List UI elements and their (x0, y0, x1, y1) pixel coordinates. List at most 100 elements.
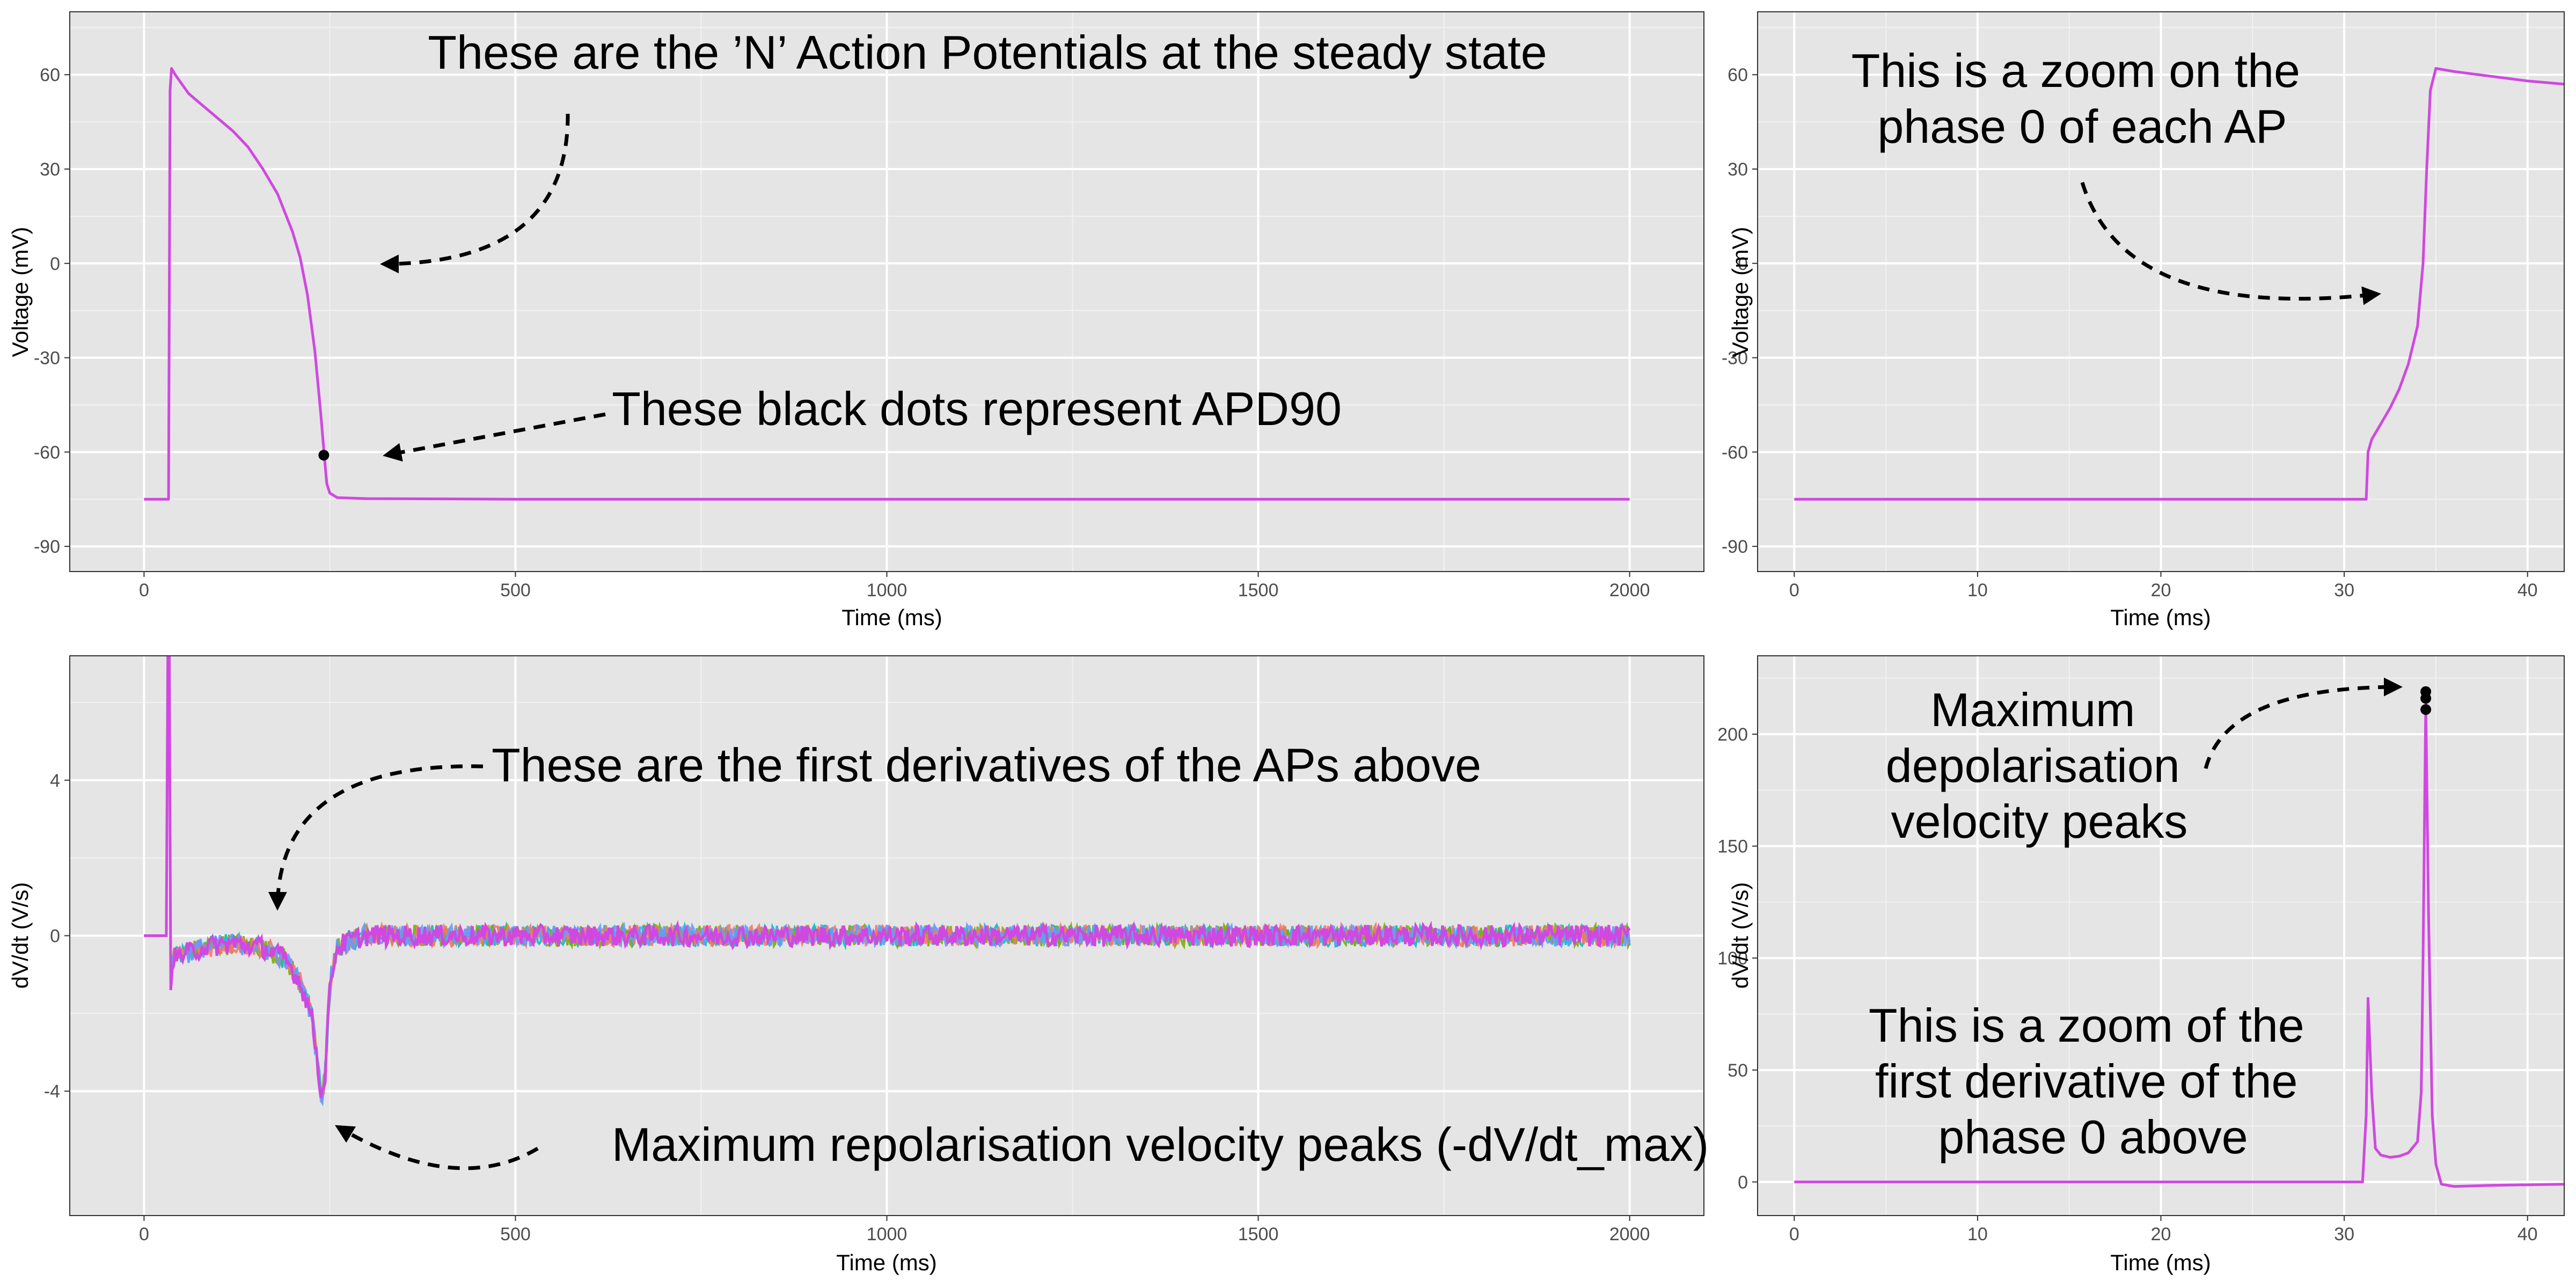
series-line (144, 656, 1631, 1099)
data-point-marker (318, 450, 330, 461)
arrow-apd90 (383, 412, 606, 462)
x-tick-label: 1000 (867, 1224, 908, 1245)
x-tick-label: 1000 (867, 580, 908, 601)
x-tick-label: 500 (500, 580, 531, 601)
annotation-line: depolarisation (1886, 739, 2180, 792)
x-axis-title: Time (ms) (2110, 1250, 2211, 1275)
x-axis-title: Time (ms) (2110, 605, 2211, 630)
annotation-zoom-derivative: This is a zoom of the first derivative o… (1869, 999, 2317, 1163)
arrow-zoom-phase0 (2080, 181, 2381, 305)
x-axis-title: Time (ms) (841, 605, 942, 630)
y-tick-label: 0 (1738, 1172, 1748, 1192)
y-tick-label: 30 (40, 159, 60, 180)
annotation-depolarisation-peaks: Maximum depolarisation velocity peaks (1886, 683, 2193, 848)
y-axis-title: dV/dt (V/s) (1728, 882, 1753, 989)
ap-full-panel: 0 500 1000 1500 2000 -90 -60 -30 0 30 60 Time (ms… (8, 11, 1704, 630)
x-tick-label: 10 (1967, 580, 1988, 601)
x-tick-label: 2000 (1609, 1224, 1650, 1245)
y-tick-label: -30 (34, 348, 60, 369)
y-tick-label: 100 (1717, 948, 1748, 969)
y-tick-label: 60 (40, 65, 60, 85)
x-tick-label: 1500 (1238, 1224, 1279, 1245)
grid (1758, 656, 2564, 1216)
annotation-line: These black dots represent APD90 (612, 382, 1342, 435)
y-tick-label: -90 (1722, 537, 1748, 557)
annotation-line: These are the ’N’ Action Potentials at t… (428, 26, 1547, 79)
annotation-first-derivatives: These are the first derivatives of the A… (492, 738, 1481, 792)
markers-group (318, 450, 330, 461)
y-tick-label: -4 (44, 1081, 60, 1102)
series-line (1794, 699, 2564, 1188)
arrow-steady-state (380, 113, 570, 274)
annotation-line: Maximum (1930, 683, 2135, 736)
y-tick-label: 0 (1738, 254, 1748, 274)
y-tick-label: 30 (1728, 159, 1748, 180)
x-tick-label: 0 (139, 1224, 149, 1245)
y-axis-title: dV/dt (V/s) (8, 882, 33, 989)
annotation-line: This is a zoom of the (1869, 999, 2304, 1052)
y-tick-label: -30 (1722, 348, 1748, 369)
y-ticks: -4 0 4 (44, 771, 70, 1102)
plot-border (69, 11, 1704, 572)
y-axis-title: Voltage (mV) (1728, 227, 1753, 357)
annotation-line: This is a zoom on the (1851, 44, 2300, 97)
annotation-apd90: These black dots represent APD90 (612, 382, 1342, 435)
ap-zoom-panel: 0 10 20 30 40 -90 -60 -30 0 30 60 Time (ms) Volta… (1722, 11, 2565, 630)
annotation-line: phase 0 of each AP (1877, 100, 2287, 153)
series-group (1794, 67, 2564, 501)
annotation-line: first derivative of the (1875, 1055, 2297, 1108)
x-axis-title: Time (ms) (836, 1250, 936, 1275)
series-group (1794, 699, 2564, 1188)
series-group (144, 656, 1631, 1107)
x-tick-label: 500 (500, 1224, 531, 1245)
plot-border (1757, 655, 2565, 1216)
x-tick-label: 0 (139, 580, 149, 601)
annotation-line: These are the first derivatives of the A… (492, 738, 1481, 792)
data-point-marker (2420, 686, 2432, 697)
annotation-steady-state: These are the ’N’ Action Potentials at t… (428, 26, 1547, 79)
arrow-first-derivatives (268, 764, 484, 911)
y-tick-label: 4 (50, 771, 60, 791)
markers-group (2420, 686, 2432, 715)
data-point-marker (2420, 704, 2432, 715)
x-tick-label: 30 (2334, 580, 2354, 601)
arrow-depolarisation-peaks (2204, 677, 2403, 769)
series-group (144, 67, 1630, 501)
plot-border (69, 655, 1704, 1216)
y-tick-label: -90 (34, 537, 60, 557)
series-line (1794, 67, 2564, 501)
y-ticks: 0 50 100 150 200 (1717, 724, 1758, 1192)
annotation-repolarisation-peaks: Maximum repolarisation velocity peaks (-… (612, 1118, 1709, 1171)
dvdt-full-panel: 0 500 1000 1500 2000 -4 0 4 Time (ms) dV/dt (V… (8, 655, 1709, 1275)
grid (1758, 12, 2564, 572)
x-tick-label: 30 (2334, 1224, 2354, 1245)
x-ticks: 0 500 1000 1500 2000 (139, 572, 1650, 601)
series-line (144, 67, 1630, 501)
x-tick-label: 0 (1789, 580, 1799, 601)
y-tick-label: 0 (50, 254, 60, 274)
x-tick-label: 40 (2518, 1224, 2538, 1245)
y-tick-label: -60 (34, 442, 60, 463)
grid (70, 12, 1704, 572)
plot-border (1757, 11, 2565, 572)
y-ticks: -90 -60 -30 0 30 60 (34, 65, 70, 557)
x-tick-label: 10 (1967, 1224, 1988, 1245)
x-ticks: 0 10 20 30 40 (1789, 1216, 2538, 1245)
x-tick-label: 0 (1789, 1224, 1799, 1245)
x-tick-label: 40 (2518, 580, 2538, 601)
x-ticks: 0 500 1000 1500 2000 (139, 1216, 1650, 1245)
annotation-zoom-phase0: This is a zoom on the phase 0 of each AP (1851, 44, 2314, 153)
arrow-repolarisation-peaks (334, 1125, 539, 1170)
y-axis-title: Voltage (mV) (8, 227, 33, 357)
x-tick-label: 2000 (1609, 580, 1650, 601)
x-ticks: 0 10 20 30 40 (1789, 572, 2538, 601)
annotation-line: phase 0 above (1938, 1110, 2248, 1163)
y-tick-label: 200 (1717, 724, 1748, 745)
y-tick-label: 60 (1728, 65, 1748, 85)
y-ticks: -90 -60 -30 0 30 60 (1722, 65, 1758, 557)
y-tick-label: 150 (1717, 837, 1748, 857)
annotation-line: velocity peaks (1891, 795, 2188, 848)
annotation-line: Maximum repolarisation velocity peaks (-… (612, 1118, 1709, 1171)
x-tick-label: 20 (2151, 1224, 2171, 1245)
